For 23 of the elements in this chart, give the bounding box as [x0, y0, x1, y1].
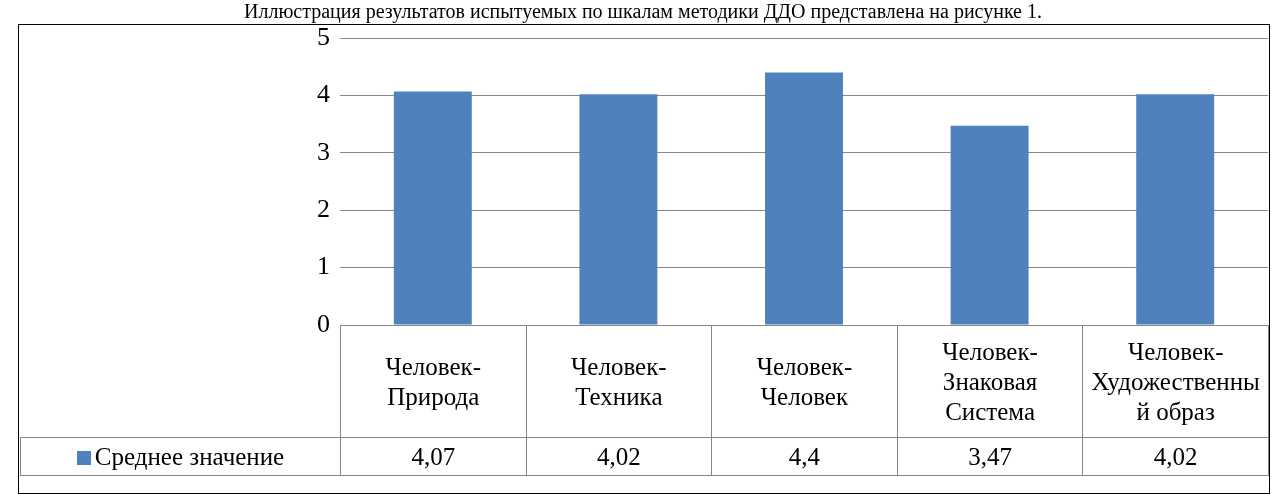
x-tick-label: Человек-Техника — [570, 351, 668, 412]
data-label: 4,02 — [597, 441, 641, 472]
data-label: 4,02 — [1153, 441, 1198, 472]
y-tick-label: 2 — [317, 194, 330, 224]
y-tick-label: 5 — [317, 21, 330, 51]
x-tick-label: Человек-Знаковая Система — [941, 336, 1039, 427]
bar — [1136, 94, 1215, 325]
data-label: 3,47 — [968, 441, 1012, 472]
x-tick-label: Человек-Художественный образ — [1090, 336, 1261, 427]
bar — [765, 72, 843, 325]
y-tick-label: 1 — [317, 251, 330, 281]
legend-label: Среднее значение — [93, 441, 285, 472]
bar — [579, 94, 658, 325]
y-tick-label: 4 — [317, 79, 330, 109]
x-tick-label: Человек-Природа — [384, 351, 483, 412]
y-tick-label: 3 — [317, 136, 330, 166]
bar — [393, 91, 472, 325]
chart-title: Иллюстрация результатов испытуемых по шкалам методики ДДО представлена на рисунке 1. — [243, 0, 1043, 22]
data-label: 4,4 — [788, 441, 821, 472]
y-tick-label: 0 — [317, 308, 330, 338]
data-label: 4,07 — [411, 441, 456, 472]
bar — [950, 125, 1029, 325]
x-tick-label: Человек-Человек — [755, 351, 854, 412]
